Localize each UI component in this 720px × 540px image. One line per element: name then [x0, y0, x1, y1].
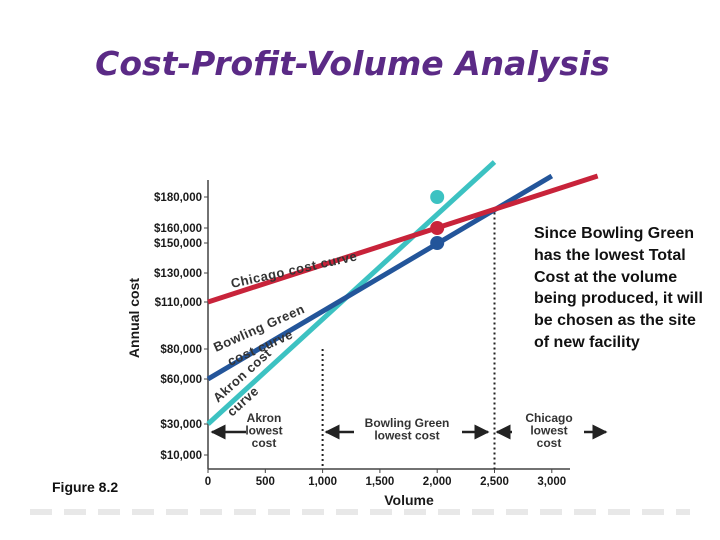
slide-title: Cost-Profit-Volume Analysis: [95, 44, 610, 83]
y-tick-label: $80,000: [160, 344, 202, 356]
y-tick-label: $10,000: [160, 450, 202, 462]
y-tick-label: $130,000: [154, 268, 202, 280]
x-tick-label: 3,000: [537, 476, 566, 488]
curve-label-0: Chicago cost curve: [229, 248, 358, 291]
y-axis-title: Annual cost: [126, 278, 142, 358]
x-tick-label: 1,000: [308, 476, 337, 488]
series-marker: [430, 190, 445, 204]
x-tick-label: 2,500: [480, 476, 509, 488]
region-label: Chicago: [525, 411, 572, 425]
x-tick-label: 500: [256, 476, 275, 488]
y-tick-label: $30,000: [160, 419, 202, 431]
x-axis-title: Volume: [384, 492, 434, 508]
y-tick-label: $110,000: [155, 297, 202, 309]
explanation-note: Since Bowling Green has the lowest Total…: [534, 223, 704, 354]
footer-copyright-line: [30, 509, 690, 515]
y-tick-label: $150,000: [154, 238, 202, 250]
x-tick-label: 0: [205, 476, 211, 488]
y-tick-label: $180,000: [154, 192, 202, 204]
series-marker: [430, 236, 445, 250]
region-label: Akron: [247, 411, 282, 425]
x-tick-label: 1,500: [366, 476, 395, 488]
region-label: lowest: [245, 424, 282, 438]
series-marker: [430, 221, 445, 235]
region-label: lowest: [530, 424, 567, 438]
x-tick-label: 2,000: [423, 476, 452, 488]
region-label: lowest cost: [374, 429, 439, 443]
figure-label: Figure 8.2: [52, 479, 118, 495]
series-line: [207, 173, 599, 305]
region-label: cost: [537, 436, 562, 450]
y-tick-label: $60,000: [160, 374, 202, 386]
region-label: cost: [252, 436, 277, 450]
y-tick-label: $160,000: [154, 223, 202, 235]
region-label: Bowling Green: [365, 416, 450, 430]
